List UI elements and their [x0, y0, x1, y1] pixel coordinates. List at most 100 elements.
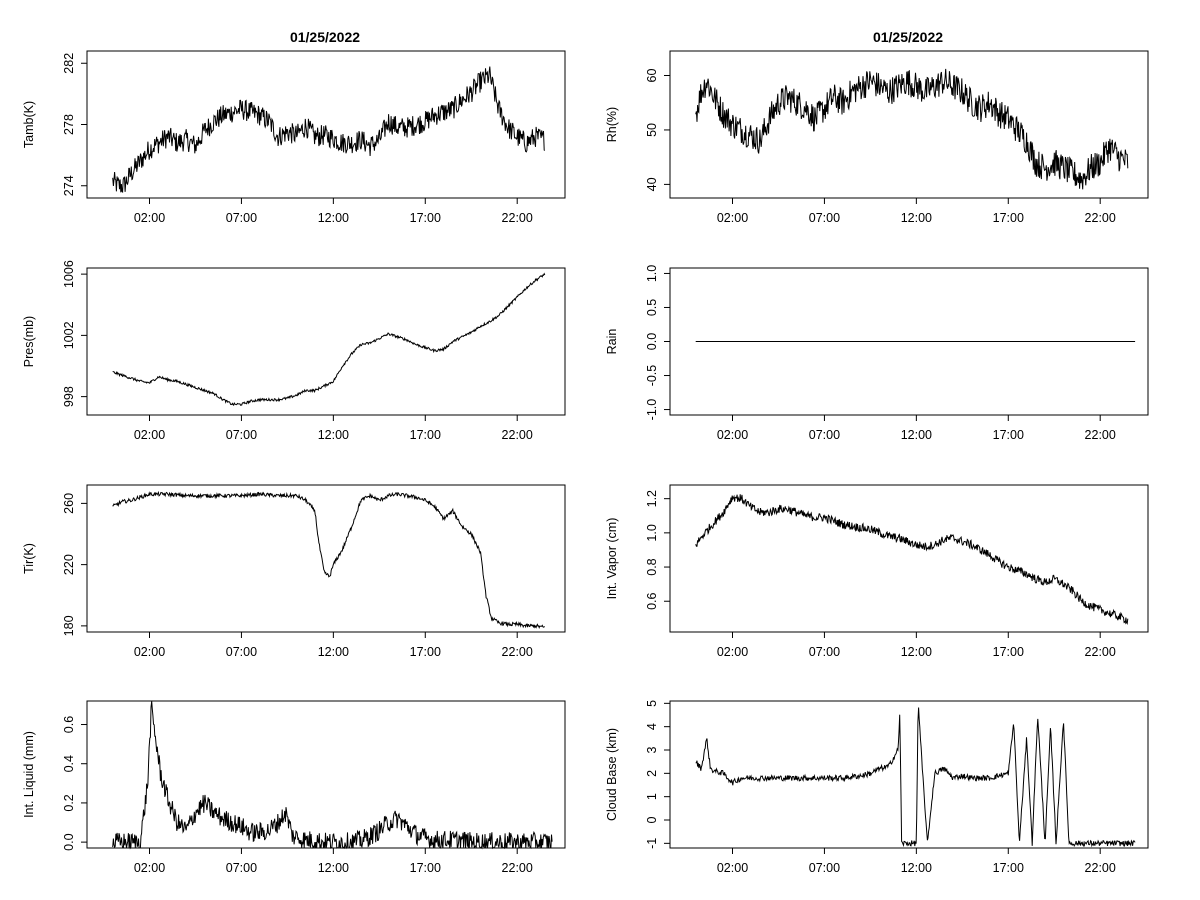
y-tick-label: 220 — [62, 554, 76, 575]
x-tick-label: 22:00 — [1085, 428, 1116, 442]
panel-1: 274 278 282 02:00 07:00 12:00 17:00 22:00 Tamb(K… — [22, 50, 566, 225]
x-tick-label: 17:00 — [993, 645, 1024, 659]
y-tick-label: 0.4 — [62, 755, 76, 772]
plot-frame — [86, 267, 566, 416]
plot-frame — [669, 484, 1149, 633]
x-tick-label: 22:00 — [1085, 645, 1116, 659]
panel-2: 40 50 60 02:00 07:00 12:00 17:00 22:00 Rh(%) — [605, 50, 1149, 225]
x-tick-label: 22:00 — [502, 428, 533, 442]
x-tick-label: 12:00 — [901, 861, 932, 875]
x-tick-label: 22:00 — [502, 211, 533, 225]
y-tick-label: 278 — [62, 114, 76, 135]
left-column-title: 01/25/2022 — [290, 29, 360, 45]
x-tick-label: 02:00 — [717, 211, 748, 225]
x-tick-label: 07:00 — [809, 861, 840, 875]
series-line — [112, 272, 546, 407]
y-tick-label: 274 — [62, 175, 76, 196]
y-tick-label: 260 — [62, 493, 76, 514]
y-axis-label: Rain — [605, 329, 619, 355]
x-tick-label: 07:00 — [226, 211, 257, 225]
x-tick-label: 12:00 — [901, 645, 932, 659]
y-axis-label: Tir(K) — [22, 543, 36, 574]
y-tick-label: 40 — [645, 177, 659, 191]
y-tick-label: 1.2 — [645, 490, 659, 507]
y-tick-label: 1.0 — [645, 265, 659, 282]
y-tick-label: 0.2 — [62, 794, 76, 811]
x-tick-label: 17:00 — [410, 428, 441, 442]
x-tick-label: 17:00 — [410, 645, 441, 659]
x-tick-label: 02:00 — [134, 211, 165, 225]
plot-frame — [669, 50, 1149, 199]
plot-frame — [86, 484, 566, 633]
panel-8: -1 0 1 2 3 4 5 02:00 07:00 12:00 17:00 22:00 Cloud B… — [605, 700, 1149, 875]
x-tick-label: 12:00 — [901, 428, 932, 442]
y-tick-label: 1002 — [62, 321, 76, 349]
series-line — [695, 68, 1129, 190]
y-tick-label: 0.8 — [645, 558, 659, 575]
x-tick-label: 02:00 — [717, 861, 748, 875]
y-tick-label: 4 — [645, 723, 659, 730]
y-tick-label: 180 — [62, 615, 76, 636]
panel-7: 0.0 0.2 0.4 0.6 02:00 07:00 12:00 17:00 22:00 Int… — [22, 700, 566, 875]
x-tick-label: 22:00 — [502, 645, 533, 659]
x-tick-label: 12:00 — [318, 211, 349, 225]
series-line — [112, 701, 553, 850]
x-tick-label: 12:00 — [901, 211, 932, 225]
series-line — [695, 707, 1136, 848]
x-tick-label: 02:00 — [717, 428, 748, 442]
y-tick-label: 1.0 — [645, 524, 659, 541]
y-tick-label: 5 — [645, 700, 659, 707]
right-column-title: 01/25/2022 — [873, 29, 943, 45]
x-tick-label: 22:00 — [1085, 211, 1116, 225]
y-tick-label: 0.0 — [645, 333, 659, 350]
series-line — [112, 66, 546, 194]
y-axis-label: Tamb(K) — [22, 101, 36, 148]
x-tick-label: 02:00 — [134, 645, 165, 659]
y-tick-label: 0.0 — [62, 833, 76, 850]
x-tick-label: 02:00 — [717, 645, 748, 659]
y-tick-label: 1 — [645, 793, 659, 800]
panel-5: 180 220 260 02:00 07:00 12:00 17:00 22:00 Tir(K) — [22, 484, 566, 659]
x-tick-label: 22:00 — [502, 861, 533, 875]
x-tick-label: 17:00 — [993, 428, 1024, 442]
y-tick-label: 0.6 — [645, 593, 659, 610]
series-line — [695, 494, 1129, 625]
x-tick-label: 02:00 — [134, 428, 165, 442]
y-tick-label: 282 — [62, 53, 76, 74]
plot-frame — [86, 700, 566, 849]
chart-panels: 274 278 282 02:00 07:00 12:00 17:00 22:00 Tamb(K… — [22, 50, 1149, 875]
y-tick-label: 3 — [645, 746, 659, 753]
x-tick-label: 07:00 — [809, 211, 840, 225]
y-axis-label: Int. Vapor (cm) — [605, 518, 619, 600]
y-tick-label: 1006 — [62, 260, 76, 288]
y-tick-label: -1 — [645, 838, 659, 849]
x-tick-label: 12:00 — [318, 428, 349, 442]
y-tick-label: 60 — [645, 69, 659, 83]
x-tick-label: 22:00 — [1085, 861, 1116, 875]
x-tick-label: 12:00 — [318, 645, 349, 659]
series-line — [112, 490, 545, 630]
x-tick-label: 07:00 — [809, 645, 840, 659]
x-tick-label: 07:00 — [226, 645, 257, 659]
x-tick-label: 12:00 — [318, 861, 349, 875]
x-tick-label: 07:00 — [809, 428, 840, 442]
plot-frame — [669, 700, 1149, 849]
x-tick-label: 07:00 — [226, 428, 257, 442]
x-tick-label: 17:00 — [410, 861, 441, 875]
x-tick-label: 02:00 — [134, 861, 165, 875]
y-axis-label: Rh(%) — [605, 107, 619, 142]
y-axis-label: Int. Liquid (mm) — [22, 731, 36, 818]
y-axis-label: Pres(mb) — [22, 316, 36, 367]
panel-3: 998 1002 1006 02:00 07:00 12:00 17:00 22:00 Pres… — [22, 260, 566, 442]
y-tick-label: 0.6 — [62, 716, 76, 733]
x-tick-label: 17:00 — [993, 211, 1024, 225]
y-tick-label: 998 — [62, 386, 76, 407]
y-tick-label: 50 — [645, 123, 659, 137]
y-axis-label: Cloud Base (km) — [605, 728, 619, 821]
plot-frame — [86, 50, 566, 199]
y-tick-label: 0.5 — [645, 299, 659, 316]
panel-6: 0.6 0.8 1.0 1.2 02:00 07:00 12:00 17:00 22:00 Int… — [605, 484, 1149, 659]
y-tick-label: 2 — [645, 770, 659, 777]
y-tick-label: 0 — [645, 816, 659, 823]
